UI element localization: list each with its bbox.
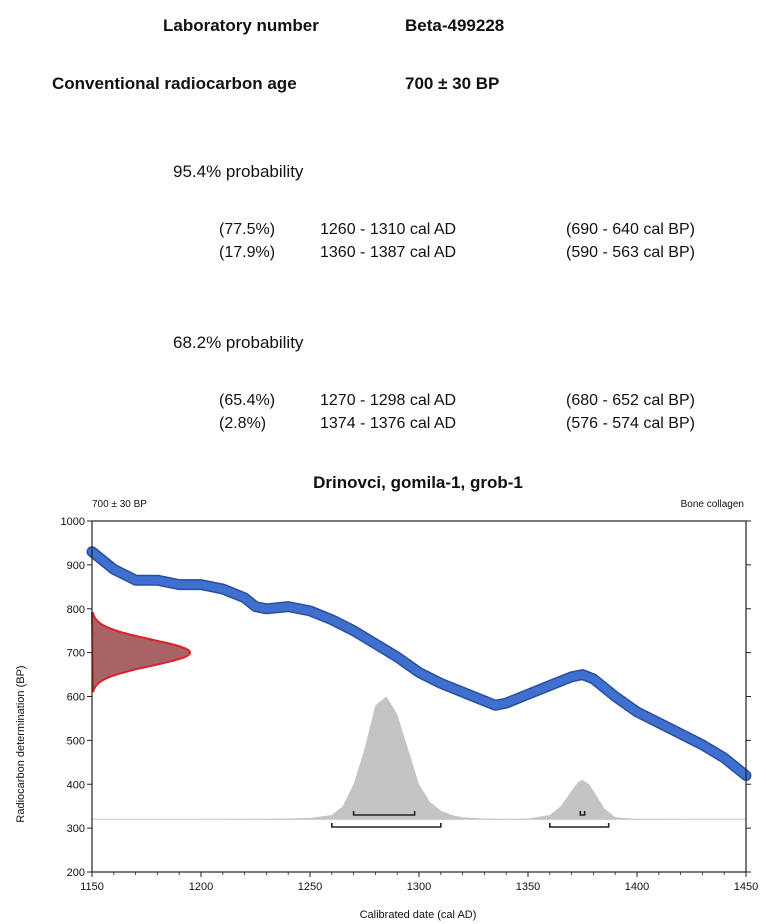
prob68-row-bp: (680 - 652 cal BP) — [566, 392, 695, 409]
prob68-row-ad: 1374 - 1376 cal AD — [320, 415, 457, 432]
range-95-bracket — [331, 823, 442, 828]
x-tick-label: 1450 — [734, 881, 758, 893]
prob95-row-ad: 1360 - 1387 cal AD — [320, 244, 457, 261]
range-68-bracket — [579, 811, 586, 816]
x-tick-label: 1400 — [625, 881, 649, 893]
axes-layer: 1150 1200 1250 1300 1350 1400 1450 200 300 400 500… — [61, 516, 759, 893]
y-tick-label: 400 — [67, 779, 85, 791]
chart-note-left: 700 ± 30 BP — [92, 499, 147, 510]
prob95-row-bp: (690 - 640 cal BP) — [566, 221, 695, 238]
calibration-curve-layer — [86, 546, 752, 781]
range-95-bracket — [549, 823, 610, 828]
lab-number-value: Beta-499228 — [405, 16, 505, 35]
calibration-curve-line — [88, 547, 750, 780]
y-tick-label: 700 — [67, 648, 85, 660]
radiocarbon-age-value: 700 ± 30 BP — [405, 74, 500, 93]
y-tick-label: 300 — [67, 823, 85, 835]
prob68-row-bp: (576 - 574 cal BP) — [566, 415, 695, 432]
y-tick-label: 1000 — [61, 516, 85, 528]
measurement-layer — [90, 612, 192, 693]
prob95-title: 95.4% probability — [173, 162, 304, 181]
prob68-row-pct: (2.8%) — [219, 415, 267, 432]
chart-note-right: Bone collagen — [681, 499, 744, 510]
y-tick-label: 800 — [67, 604, 85, 616]
range-68-bracket — [352, 811, 416, 816]
calibrated-distribution-area — [92, 696, 746, 820]
y-tick-label: 200 — [67, 867, 85, 879]
x-tick-label: 1250 — [298, 881, 322, 893]
prob95-row-pct: (77.5%) — [219, 221, 276, 238]
prob68-row-pct: (65.4%) — [219, 392, 276, 409]
radiocarbon-age-label: Conventional radiocarbon age — [52, 74, 297, 93]
y-tick-label: 500 — [67, 735, 85, 747]
lab-number-label: Laboratory number — [163, 16, 319, 35]
y-axis-label: Radiocarbon determination (BP) — [15, 665, 27, 822]
prob95-row-pct: (17.9%) — [219, 244, 276, 261]
chart-title: Drinovci, gomila-1, grob-1 — [313, 473, 523, 492]
prob95-row-ad: 1260 - 1310 cal AD — [320, 221, 457, 238]
x-tick-label: 1300 — [407, 881, 431, 893]
probability-ranges-layer — [331, 811, 610, 828]
x-tick-label: 1350 — [516, 881, 540, 893]
x-tick-label: 1150 — [80, 881, 104, 893]
calibration-chart: Drinovci, gomila-1, grob-1 700 ± 30 BP B… — [15, 473, 759, 921]
prob68-row-ad: 1270 - 1298 cal AD — [320, 392, 457, 409]
x-tick-label: 1200 — [189, 881, 213, 893]
prob68-title: 68.2% probability — [173, 333, 304, 352]
prob95-row-bp: (590 - 563 cal BP) — [566, 244, 695, 261]
y-tick-label: 900 — [67, 560, 85, 572]
calibrated-distribution-layer — [92, 696, 746, 820]
measurement-distribution — [90, 612, 192, 693]
x-axis-label: Calibrated date (cal AD) — [360, 909, 477, 921]
y-tick-label: 600 — [67, 692, 85, 704]
